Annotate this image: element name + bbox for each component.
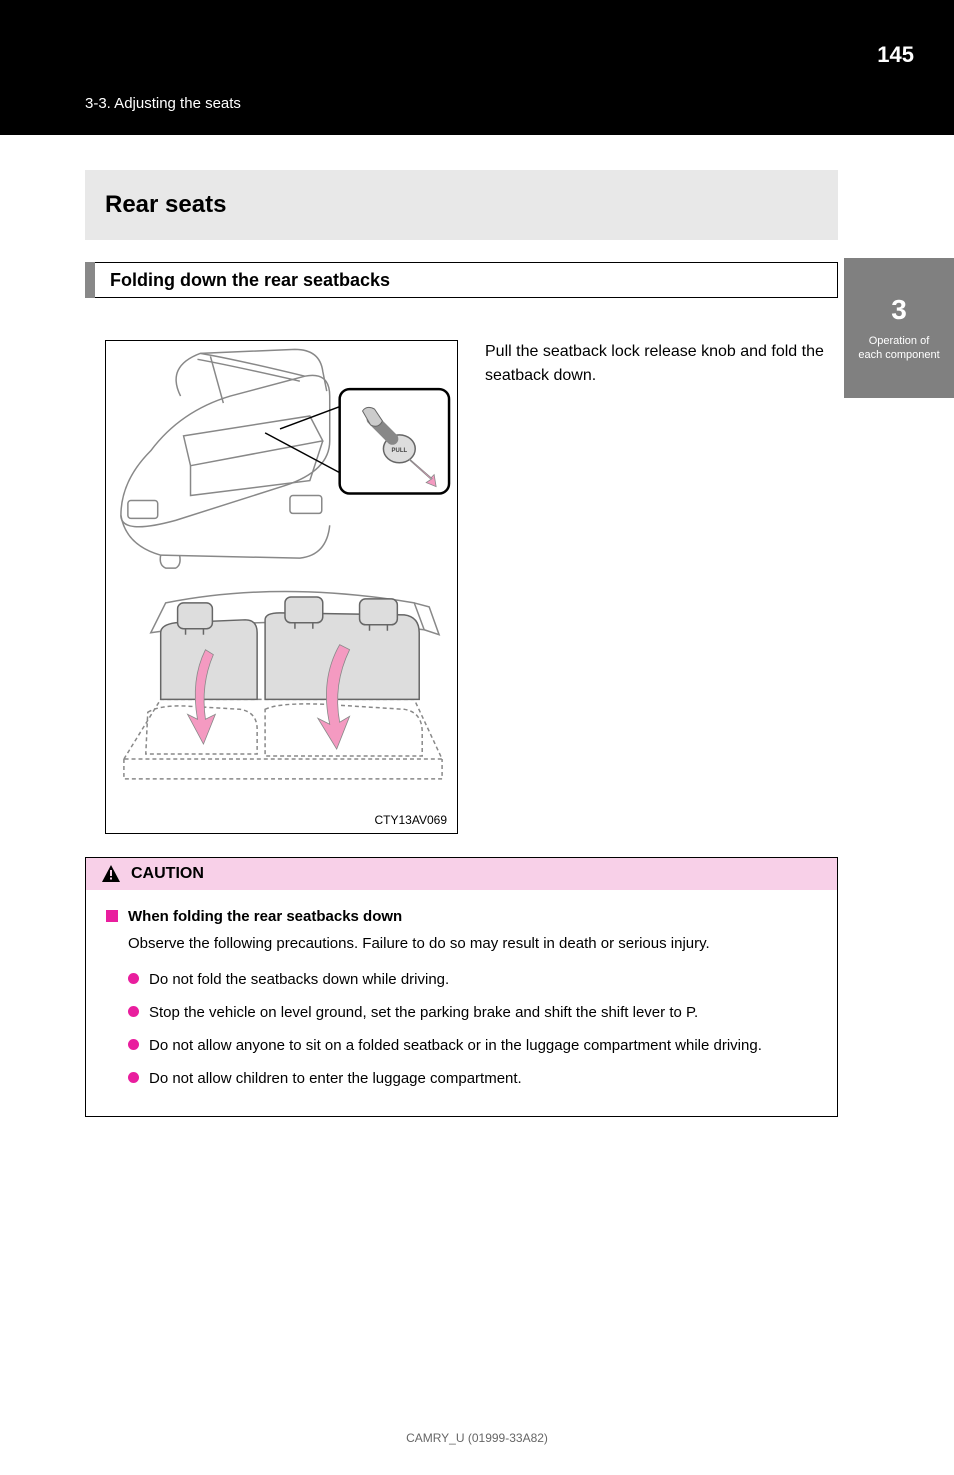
sub-heading-bar: Folding down the rear seatbacks (85, 262, 838, 298)
side-tab-text: Operation of each component (858, 334, 939, 363)
caution-bullet-row: Stop the vehicle on level ground, set th… (128, 1001, 817, 1024)
caution-bullet-text: Do not allow anyone to sit on a folded s… (149, 1034, 817, 1057)
footer: CAMRY_U (01999-33A82) (0, 1431, 954, 1445)
round-bullet-icon (128, 1039, 139, 1050)
round-bullet-icon (128, 1006, 139, 1017)
caution-header: CAUTION (86, 858, 837, 890)
page-number: 145 (877, 42, 914, 68)
figure-illustration: PULL (106, 341, 457, 833)
breadcrumb: 3-3. Adjusting the seats (85, 95, 241, 112)
svg-text:PULL: PULL (392, 448, 408, 454)
caution-bullet-row: Do not allow children to enter the lugga… (128, 1067, 817, 1090)
header-bar: 145 3-3. Adjusting the seats (0, 0, 954, 135)
caution-title: CAUTION (131, 865, 204, 883)
caution-section-heading: When folding the rear seatbacks down (128, 905, 402, 928)
side-tab-number: 3 (891, 294, 907, 326)
warning-icon (101, 864, 121, 884)
main-heading-box: Rear seats (85, 170, 838, 240)
caution-section-heading-row: When folding the rear seatbacks down (106, 905, 817, 928)
side-tab: 3 Operation of each component (844, 258, 954, 398)
caution-bullet-row: Do not allow anyone to sit on a folded s… (128, 1034, 817, 1057)
square-bullet-icon (106, 910, 118, 922)
sub-heading-accent (85, 262, 95, 298)
round-bullet-icon (128, 1072, 139, 1083)
caution-body: When folding the rear seatbacks down Obs… (86, 890, 837, 1116)
caution-bullet-list: Do not fold the seatbacks down while dri… (128, 968, 817, 1091)
main-heading: Rear seats (105, 191, 226, 219)
sub-heading: Folding down the rear seatbacks (95, 262, 838, 298)
side-tab-line1: Operation of (858, 334, 939, 348)
round-bullet-icon (128, 973, 139, 984)
caution-bullet-text: Do not fold the seatbacks down while dri… (149, 968, 817, 991)
figure-box: PULL (105, 340, 458, 834)
caution-bullet-text: Stop the vehicle on level ground, set th… (149, 1001, 817, 1024)
side-tab-line2: each component (858, 348, 939, 362)
caution-bullet-row: Do not fold the seatbacks down while dri… (128, 968, 817, 991)
figure-description: Pull the seatback lock release knob and … (485, 340, 835, 388)
caution-intro: Observe the following precautions. Failu… (128, 932, 817, 955)
caution-box: CAUTION When folding the rear seatbacks … (85, 857, 838, 1117)
figure-label: CTY13AV069 (375, 813, 448, 827)
caution-bullet-text: Do not allow children to enter the lugga… (149, 1067, 817, 1090)
